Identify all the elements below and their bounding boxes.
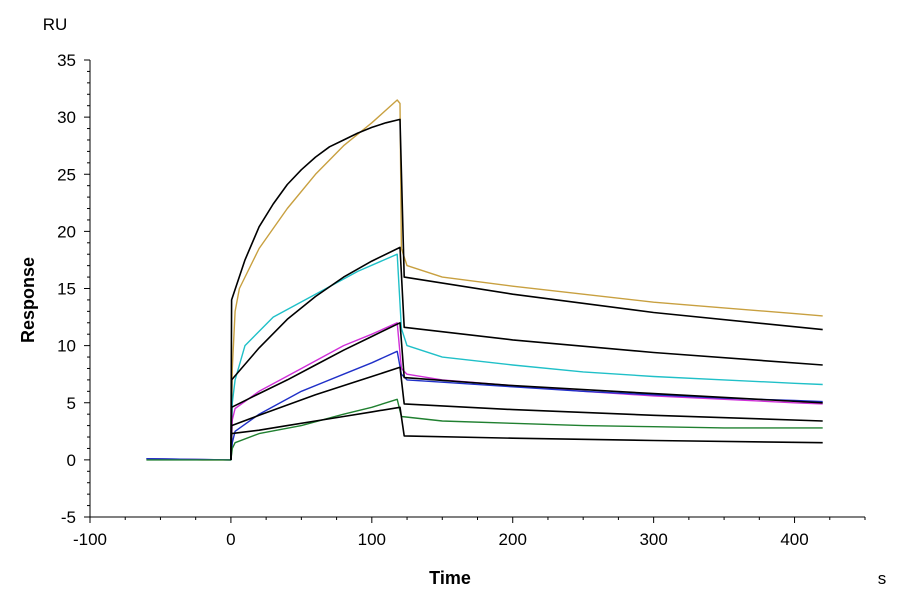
x-axis-title: Time [429, 568, 471, 588]
x-tick-label: 200 [499, 530, 527, 549]
y-tick-label: 0 [67, 451, 76, 470]
y-unit-label: RU [43, 15, 68, 34]
measured-curve-3 [146, 350, 823, 461]
axes: -100 0 100 200 300 400 -5 0 5 10 15 20 25 30 35 [57, 51, 866, 549]
x-tick-label: 100 [358, 530, 386, 549]
measured-curve-0 [146, 99, 823, 461]
y-tick-label: -5 [61, 508, 76, 527]
y-axis-title: Response [18, 257, 38, 343]
fit-curve-7 [230, 322, 823, 460]
measured-curve-2 [146, 322, 823, 461]
x-unit-label: s [878, 569, 887, 588]
x-tick-label: 400 [780, 530, 808, 549]
x-tick-label: 300 [639, 530, 667, 549]
y-tick-label: 5 [67, 394, 76, 413]
fit-curve-5 [230, 118, 823, 460]
y-tick-label: 20 [57, 222, 76, 241]
fit-curve-9 [230, 406, 823, 460]
y-tick-label: 10 [57, 337, 76, 356]
measured-curve-1 [146, 253, 823, 461]
y-tick-label: 25 [57, 165, 76, 184]
fit-curve-6 [230, 246, 823, 460]
x-tick-label: 0 [226, 530, 235, 549]
y-tick-label: 15 [57, 280, 76, 299]
series-layer [146, 99, 823, 461]
fit-curve-8 [230, 366, 823, 460]
measured-curve-4 [146, 398, 823, 461]
x-tick-label: -100 [73, 530, 107, 549]
y-tick-label: 35 [57, 51, 76, 70]
y-tick-label: 30 [57, 108, 76, 127]
